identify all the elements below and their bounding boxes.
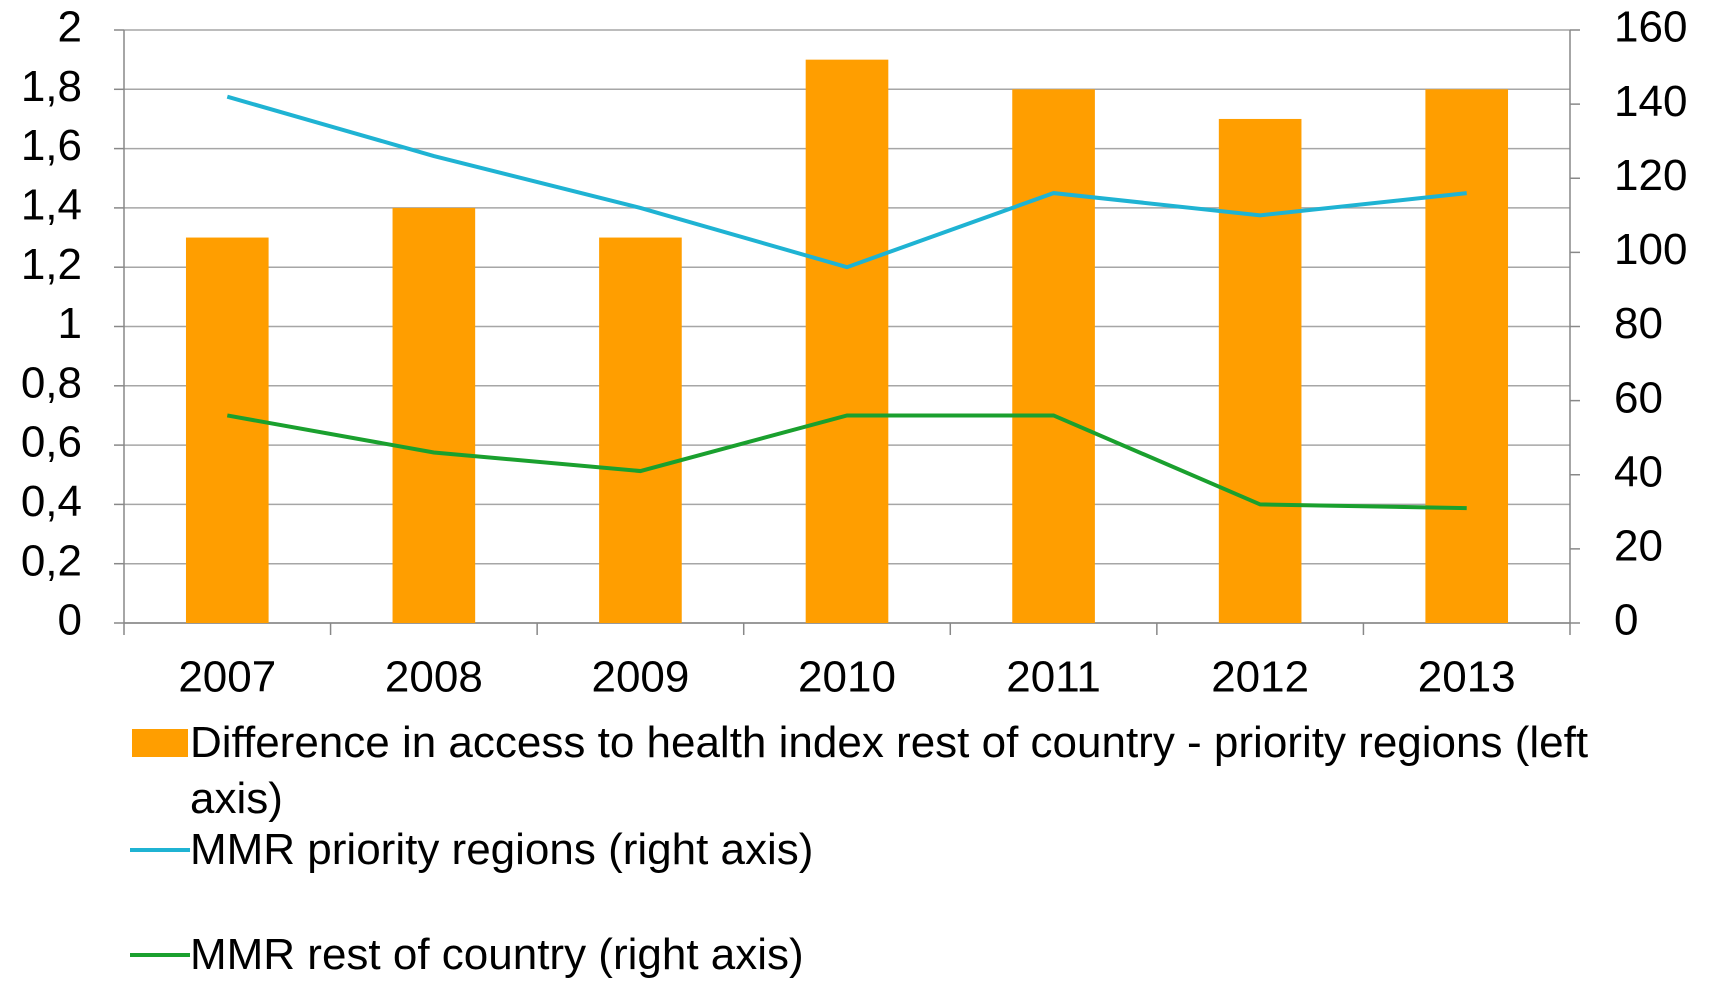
legend-label: MMR rest of country (right axis) [190, 930, 804, 979]
bar [599, 237, 682, 624]
x-tick-label: 2011 [1006, 653, 1101, 702]
y2-tick-label: 140 [1614, 77, 1687, 126]
y2-tick-label: 40 [1614, 447, 1663, 496]
x-tick-label: 2009 [591, 653, 689, 702]
y-tick-label: 0 [58, 596, 82, 645]
y2-tick-label: 120 [1614, 151, 1687, 200]
bar [185, 237, 269, 624]
y2-tick-label: 160 [1614, 3, 1687, 52]
y2-tick-label: 100 [1614, 225, 1687, 274]
x-tick-label: 2010 [798, 653, 896, 702]
bar [392, 207, 476, 623]
x-tick-label: 2008 [385, 653, 483, 702]
y2-tick-label: 60 [1614, 373, 1663, 422]
x-tick-label: 2007 [178, 653, 276, 702]
x-tick-label: 2012 [1211, 653, 1309, 702]
y-tick-label: 0,6 [21, 418, 82, 467]
line [226, 94, 1467, 270]
y-tick-label: 1,4 [21, 181, 82, 230]
bar [1425, 89, 1509, 624]
x-tick-label: 2013 [1418, 653, 1516, 702]
y-tick-label: 0,4 [21, 477, 82, 526]
y2-tick-label: 20 [1614, 522, 1663, 571]
bar [1012, 89, 1095, 624]
y2-tick-label: 0 [1614, 596, 1638, 645]
y-tick-label: 0,8 [21, 358, 82, 407]
y-tick-label: 1,2 [21, 240, 82, 289]
legend-label: Difference in access to health index res… [190, 718, 1589, 823]
y-tick-label: 2 [58, 3, 82, 52]
y-tick-label: 1 [58, 299, 82, 348]
y-tick-label: 1,6 [21, 121, 82, 170]
y-tick-label: 1,8 [21, 62, 82, 111]
y2-tick-label: 80 [1614, 299, 1663, 348]
legend-swatch [132, 729, 188, 757]
bar [805, 59, 889, 623]
y-tick-label: 0,2 [21, 536, 82, 585]
legend-label: MMR priority regions (right axis) [190, 825, 814, 874]
bar [1218, 118, 1302, 623]
line [226, 413, 1467, 511]
